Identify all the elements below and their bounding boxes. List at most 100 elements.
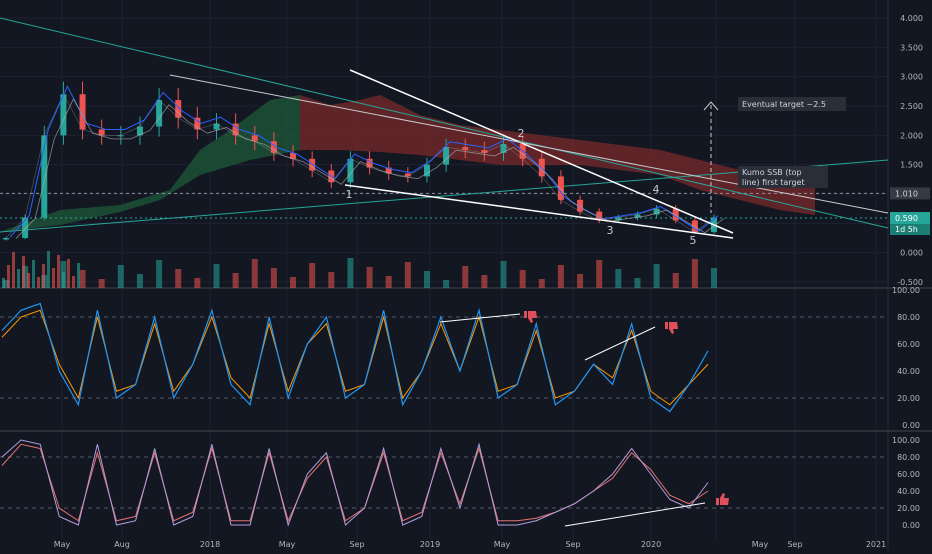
price-tag-level xyxy=(890,187,930,200)
x-axis-label: 2021 xyxy=(866,540,886,549)
x-axis-label: May xyxy=(752,540,769,549)
candle-body xyxy=(3,238,9,240)
osc2-axis-label: 40.00 xyxy=(897,487,920,496)
candle-body xyxy=(60,94,67,136)
volume-bar xyxy=(347,258,354,288)
volume-bar xyxy=(232,273,239,288)
volume-bar xyxy=(67,259,70,288)
volume-bar xyxy=(72,276,75,288)
osc1-axis-label: 0.00 xyxy=(902,421,920,430)
candle-body xyxy=(41,135,48,218)
thumbs-up-icon xyxy=(716,493,729,505)
x-axis-label: May xyxy=(494,540,511,549)
price-axis-label: 1.500 xyxy=(900,161,923,170)
candle-body xyxy=(443,147,450,165)
candle-body xyxy=(79,94,86,130)
volume-bar xyxy=(175,269,182,288)
volume-bar xyxy=(251,259,258,288)
volume-bar xyxy=(117,265,124,288)
candle-body xyxy=(538,158,545,177)
kumo-label-box xyxy=(738,166,828,188)
kumo-label-line1: Kumo SSB (top xyxy=(742,168,802,177)
volume-bar xyxy=(385,276,392,288)
volume-bar xyxy=(328,272,335,288)
osc1-series-k xyxy=(1,302,709,413)
candle-body xyxy=(290,152,297,159)
candle-body xyxy=(136,126,143,136)
volume-bar xyxy=(270,268,277,288)
candle-body xyxy=(270,141,277,153)
candle-body xyxy=(194,117,201,130)
candle-body xyxy=(577,199,584,212)
candle-body xyxy=(213,123,220,130)
candle-body xyxy=(251,135,258,142)
volume-bar xyxy=(500,261,507,288)
target-label-box xyxy=(738,97,846,111)
candle-body xyxy=(653,208,660,215)
x-axis-label: May xyxy=(54,540,71,549)
candle-body xyxy=(423,164,430,177)
volume-bar xyxy=(577,274,584,288)
wave-label-1: 1 xyxy=(346,188,353,201)
price-axis-label: 0.000 xyxy=(900,249,923,258)
volume-bar xyxy=(557,265,564,288)
candle-body xyxy=(98,129,105,136)
target-arrow-icon xyxy=(703,101,719,111)
osc2-divergence xyxy=(564,502,706,527)
candle-body xyxy=(404,173,411,177)
volume-bar xyxy=(3,280,9,288)
candle-body xyxy=(634,214,641,218)
trendline-upper xyxy=(349,69,734,234)
volume-bar xyxy=(538,279,545,288)
volume-bar xyxy=(653,264,660,288)
volume-bar xyxy=(22,256,25,288)
volume-bar xyxy=(37,277,40,288)
price-axis-label: 2.000 xyxy=(900,131,923,140)
osc1-divergence-2 xyxy=(584,326,656,361)
volume-bar xyxy=(57,255,60,288)
wave-label-4: 4 xyxy=(653,183,660,196)
target-label: Eventual target ~2.5 xyxy=(742,100,826,109)
trendline-lower xyxy=(344,184,734,239)
volume-bar xyxy=(309,263,316,288)
candle-body xyxy=(557,176,564,200)
thumbs-down-icon xyxy=(665,322,678,334)
volume-bar xyxy=(7,265,10,288)
volume-bar xyxy=(672,273,679,288)
wave-label-2: 2 xyxy=(518,127,525,140)
x-axis-label: Sep xyxy=(787,540,802,549)
price-axis-label: 3.000 xyxy=(900,73,923,82)
price-axis-label: 2.500 xyxy=(900,102,923,111)
candle-body xyxy=(175,100,182,118)
x-axis-label: May xyxy=(279,540,296,549)
candle-body xyxy=(615,217,622,221)
osc2-axis-label: 20.00 xyxy=(897,504,920,513)
price-tag-last-text: 0.590 xyxy=(895,214,918,223)
osc2-axis-label: 100.00 xyxy=(892,436,920,445)
volume-bar xyxy=(32,260,35,288)
volume-bar xyxy=(2,278,5,288)
x-axis-label: Sep xyxy=(349,540,364,549)
volume-bar xyxy=(79,270,86,288)
x-axis-label: Aug xyxy=(114,540,130,549)
trendline-long xyxy=(169,74,889,214)
candle-body xyxy=(500,144,507,153)
x-axis-label: 2020 xyxy=(641,540,661,549)
volume-bar xyxy=(213,264,220,288)
volume-bar xyxy=(136,274,143,288)
candle-body xyxy=(347,158,354,183)
osc1-axis-label: 60.00 xyxy=(897,340,920,349)
volume-bar xyxy=(462,266,469,288)
volume-bar xyxy=(691,259,698,288)
volume-bar xyxy=(52,268,55,288)
candle-body xyxy=(691,220,698,233)
price-tag-countdown xyxy=(890,224,930,236)
wave-label-3: 3 xyxy=(607,224,614,237)
candle-body xyxy=(232,123,239,136)
price-tag-last[interactable] xyxy=(890,212,930,225)
wave-label-5: 5 xyxy=(690,234,697,247)
volume-bar xyxy=(194,278,201,288)
price-axis-label: 3.500 xyxy=(900,43,923,52)
